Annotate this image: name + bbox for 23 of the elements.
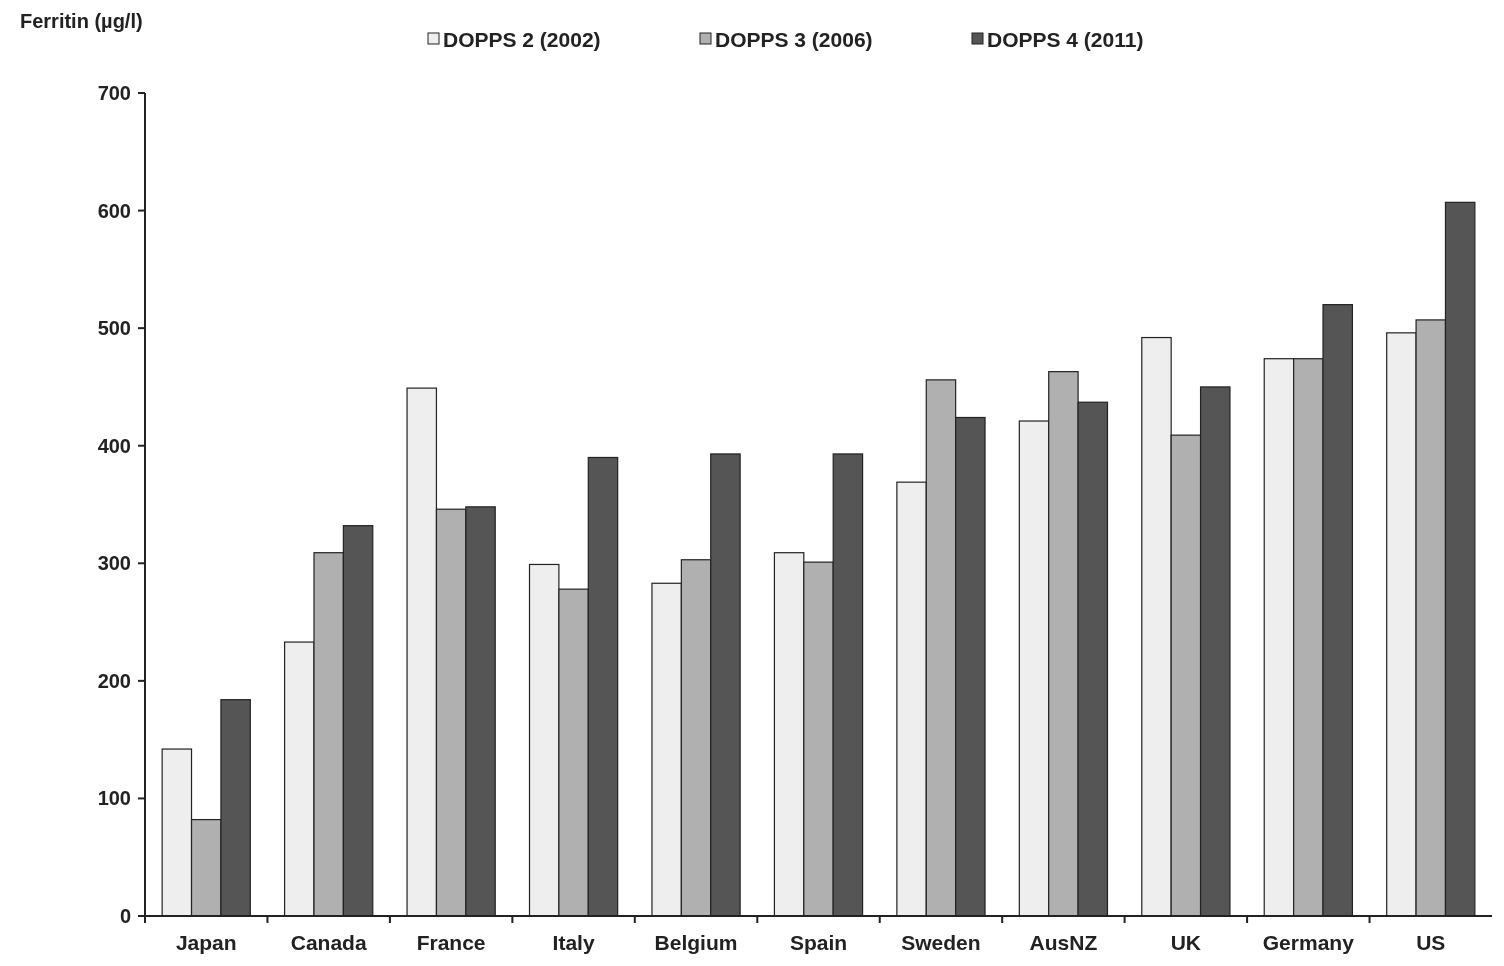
x-tick-label: Italy: [552, 931, 595, 954]
x-tick-label: Spain: [789, 931, 848, 954]
y-tick-label: 0: [119, 905, 131, 927]
legend-label: DOPPS 2 (2002): [443, 28, 601, 52]
x-tick-label: France: [416, 931, 486, 954]
legend-label: DOPPS 3 (2006): [715, 28, 873, 52]
y-tick-label: 700: [97, 82, 131, 104]
y-tick-label: 600: [97, 199, 131, 222]
y-tick-label: 300: [97, 552, 131, 575]
x-tick-label: US: [1416, 931, 1446, 954]
x-tick-label: Canada: [290, 931, 367, 954]
y-tick-label: 500: [97, 317, 131, 340]
legend-label: DOPPS 4 (2011): [987, 28, 1144, 52]
y-axis-title: Ferritin (µg/l): [20, 10, 143, 32]
y-tick-label: 400: [97, 434, 131, 457]
x-tick-label: UK: [1170, 931, 1202, 954]
x-tick-label: Sweden: [901, 931, 981, 954]
x-tick-label: AusNZ: [1029, 931, 1098, 954]
x-tick-label: Belgium: [654, 931, 738, 954]
x-tick-label: Germany: [1262, 931, 1355, 954]
x-tick-label: Japan: [175, 931, 237, 954]
y-tick-label: 100: [97, 787, 131, 810]
y-tick-label: 200: [97, 669, 131, 692]
